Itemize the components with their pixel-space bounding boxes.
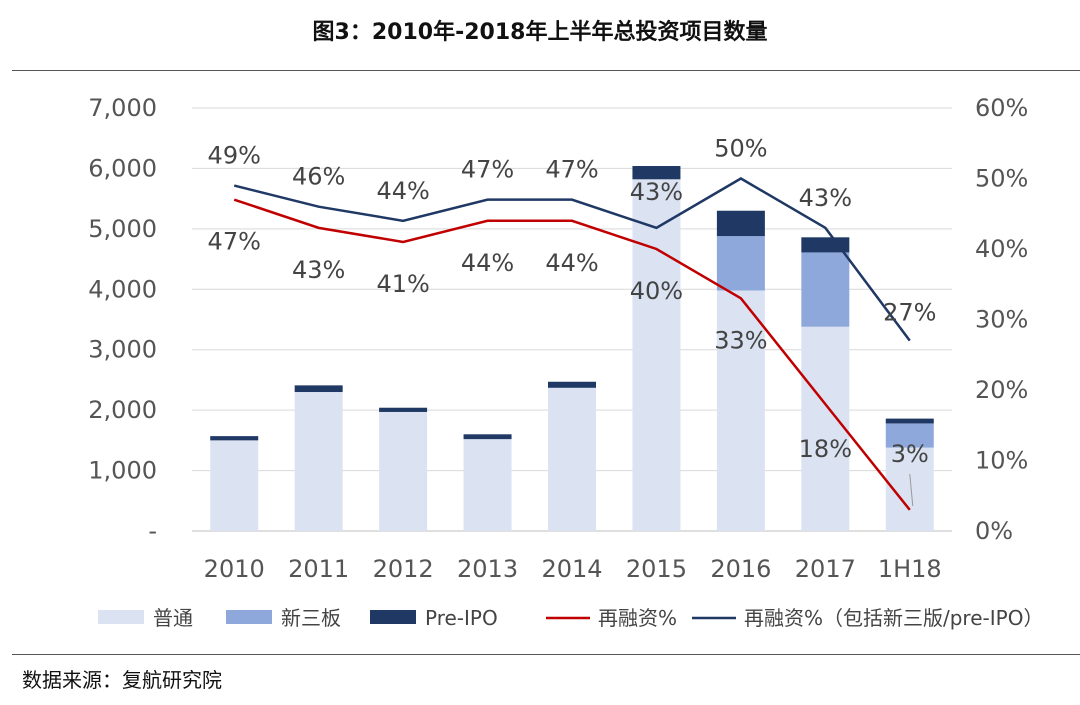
legend-label: 再融资%（包括新三版/pre-IPO） xyxy=(744,606,1043,630)
bar-Pre-IPO xyxy=(463,434,512,440)
data-label-red: 43% xyxy=(292,256,345,284)
x-tick-label: 1H18 xyxy=(878,555,942,583)
x-tick-label: 2011 xyxy=(288,555,349,583)
x-tick-label: 2010 xyxy=(204,555,265,583)
source-note: 数据来源：复航研究院 xyxy=(22,668,222,692)
data-label-red: 44% xyxy=(545,249,598,277)
data-label-navy: 50% xyxy=(714,135,767,163)
data-label-red: 3% xyxy=(891,440,929,468)
bar-普通 xyxy=(210,440,259,531)
bar-普通 xyxy=(294,392,343,531)
data-label-navy: 27% xyxy=(883,299,936,327)
bar-新三板 xyxy=(801,252,850,327)
bar-Pre-IPO xyxy=(716,210,765,237)
data-label-red: 41% xyxy=(376,270,429,298)
data-label-navy: 46% xyxy=(292,163,345,191)
y2-tick-label: 60% xyxy=(975,94,1028,122)
y2-tick-label: 10% xyxy=(975,447,1028,475)
y-tick-label: 2,000 xyxy=(88,396,157,424)
y-tick-label: 7,000 xyxy=(88,94,157,122)
bar-Pre-IPO xyxy=(801,237,850,253)
x-tick-label: 2013 xyxy=(457,555,518,583)
data-label-navy: 43% xyxy=(630,178,683,206)
chart-title: 图3：2010年-2018年上半年总投资项目数量 xyxy=(312,20,768,45)
bar-普通 xyxy=(463,439,512,531)
legend-swatch xyxy=(226,610,272,624)
bar-Pre-IPO xyxy=(210,436,259,441)
data-label-navy: 47% xyxy=(545,156,598,184)
bar-新三板 xyxy=(885,423,934,448)
y-tick-label: 5,000 xyxy=(88,215,157,243)
top-rule xyxy=(12,70,1080,71)
legend-label: 普通 xyxy=(153,606,193,630)
legend-swatch xyxy=(98,610,144,624)
y2-tick-label: 40% xyxy=(975,235,1028,263)
data-label-red: 40% xyxy=(630,277,683,305)
bar-普通 xyxy=(801,326,850,531)
y2-tick-label: 0% xyxy=(975,517,1013,545)
data-label-navy: 49% xyxy=(208,142,261,170)
data-label-navy: 44% xyxy=(376,177,429,205)
data-label-red: 18% xyxy=(799,435,852,463)
bottom-rule xyxy=(12,654,1080,655)
bar-普通 xyxy=(379,411,428,531)
data-label-navy: 47% xyxy=(461,156,514,184)
y2-tick-label: 50% xyxy=(975,165,1028,193)
x-tick-label: 2014 xyxy=(541,555,602,583)
x-tick-label: 2016 xyxy=(710,555,771,583)
x-tick-label: 2015 xyxy=(626,555,687,583)
bar-新三板 xyxy=(716,236,765,291)
legend-swatch xyxy=(370,610,416,624)
bar-普通 xyxy=(548,387,596,531)
y-tick-label: 3,000 xyxy=(88,336,157,364)
line-再融资% xyxy=(233,198,911,511)
data-label-red: 33% xyxy=(714,326,767,354)
bar-普通 xyxy=(716,290,765,531)
legend-label: 新三板 xyxy=(281,606,341,630)
y-tick-label: - xyxy=(148,517,157,545)
bar-Pre-IPO xyxy=(548,381,596,388)
y2-tick-label: 30% xyxy=(975,306,1028,334)
bar-Pre-IPO xyxy=(379,407,428,412)
bar-Pre-IPO xyxy=(632,166,681,180)
leader-line xyxy=(909,473,914,507)
data-label-navy: 43% xyxy=(799,184,852,212)
y2-tick-label: 20% xyxy=(975,376,1028,404)
bar-Pre-IPO xyxy=(294,385,343,393)
legend-label: 再融资% xyxy=(598,606,677,630)
y-tick-label: 1,000 xyxy=(88,457,157,485)
x-tick-label: 2012 xyxy=(373,555,434,583)
y-tick-label: 6,000 xyxy=(88,154,157,182)
bar-普通 xyxy=(632,179,681,531)
x-tick-label: 2017 xyxy=(795,555,856,583)
data-label-red: 44% xyxy=(461,249,514,277)
bar-Pre-IPO xyxy=(885,418,934,424)
line-再融资%（包括新三版/pre-IPO） xyxy=(233,177,911,342)
legend-label: Pre-IPO xyxy=(425,606,498,630)
y-tick-label: 4,000 xyxy=(88,275,157,303)
data-label-red: 47% xyxy=(208,228,261,256)
